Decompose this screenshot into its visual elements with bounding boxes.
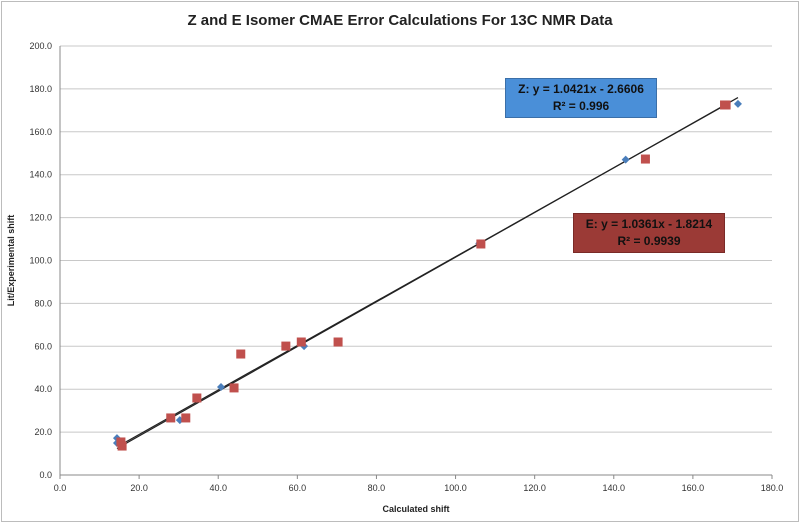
x-axis-label: Calculated shift [382, 504, 449, 514]
z-point [621, 155, 630, 164]
e-equation: E: y = 1.0361x - 1.8214 [585, 217, 713, 231]
z-equation-box: Z: y = 1.0421x - 2.6606 R² = 0.996 [505, 78, 657, 118]
x-tick-label: 60.0 [289, 483, 307, 493]
y-tick-label: 100.0 [29, 256, 52, 266]
x-tick-label: 180.0 [761, 483, 784, 493]
y-tick-label: 20.0 [34, 427, 52, 437]
z-equation: Z: y = 1.0421x - 2.6606 [518, 82, 644, 96]
z-point [733, 99, 742, 108]
y-tick-label: 120.0 [29, 213, 52, 223]
x-tick-label: 160.0 [682, 483, 705, 493]
y-tick-label: 80.0 [34, 298, 52, 308]
x-tick-label: 120.0 [523, 483, 546, 493]
e-r2: R² = 0.9939 [617, 234, 681, 248]
e-point [166, 413, 176, 423]
z-point [216, 383, 225, 392]
e-point [236, 349, 246, 359]
e-point [640, 154, 650, 164]
x-tick-label: 140.0 [603, 483, 626, 493]
y-tick-label: 200.0 [29, 41, 52, 51]
e-point [333, 337, 343, 347]
e-trendline [120, 104, 727, 446]
x-tick-label: 20.0 [130, 483, 148, 493]
y-tick-label: 40.0 [34, 384, 52, 394]
e-point [476, 239, 486, 249]
e-point [281, 341, 291, 351]
y-tick-label: 180.0 [29, 84, 52, 94]
y-tick-label: 60.0 [34, 341, 52, 351]
z-r2: R² = 0.996 [552, 99, 610, 113]
chart-title: Z and E Isomer CMAE Error Calculations F… [187, 12, 613, 29]
y-axis-label: Lit/Experimental shift [6, 215, 16, 307]
e-point [181, 413, 191, 423]
e-point [296, 337, 306, 347]
x-tick-label: 100.0 [444, 483, 467, 493]
e-equation-box: E: y = 1.0361x - 1.8214 R² = 0.9939 [573, 213, 725, 253]
y-tick-label: 0.0 [39, 470, 52, 480]
x-tick-label: 40.0 [209, 483, 227, 493]
e-point [192, 393, 202, 403]
x-tick-label: 0.0 [54, 483, 67, 493]
e-point [229, 383, 239, 393]
e-point [117, 441, 127, 451]
y-tick-label: 140.0 [29, 170, 52, 180]
x-tick-label: 80.0 [368, 483, 386, 493]
e-point [721, 100, 731, 110]
y-tick-label: 160.0 [29, 127, 52, 137]
